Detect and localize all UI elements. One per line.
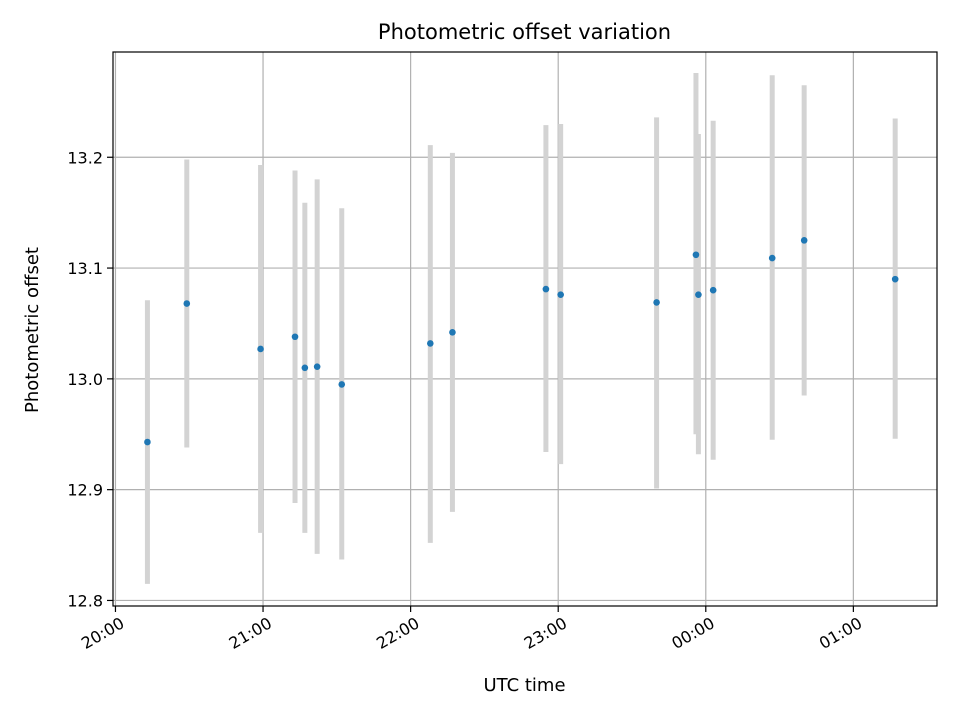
data-points	[144, 237, 899, 446]
data-point	[800, 237, 808, 244]
data-point	[183, 300, 191, 307]
chart-title: Photometric offset variation	[378, 20, 671, 44]
data-point	[557, 291, 564, 298]
data-point	[313, 363, 321, 370]
y-tick-label: 13.0	[67, 370, 103, 389]
y-tick-label: 12.8	[67, 591, 103, 610]
data-point	[692, 251, 700, 259]
data-point	[768, 254, 776, 262]
data-point	[301, 364, 309, 372]
y-tick-label: 13.2	[67, 148, 103, 167]
data-point	[542, 285, 550, 293]
grid	[113, 52, 937, 606]
data-point	[449, 329, 456, 336]
data-point	[427, 340, 434, 347]
x-axis-label: UTC time	[483, 675, 565, 696]
data-point	[709, 286, 717, 294]
y-axis-label: Photometric offset	[22, 247, 43, 413]
plot-area-frame	[112, 51, 938, 607]
y-tick-label: 13.1	[67, 259, 103, 278]
data-point	[653, 299, 660, 306]
data-point	[144, 438, 151, 446]
y-tick-label: 12.9	[67, 481, 103, 500]
data-point	[891, 275, 899, 283]
data-point	[695, 291, 702, 298]
data-point	[291, 333, 299, 341]
data-point	[338, 381, 346, 388]
data-point	[257, 345, 264, 353]
